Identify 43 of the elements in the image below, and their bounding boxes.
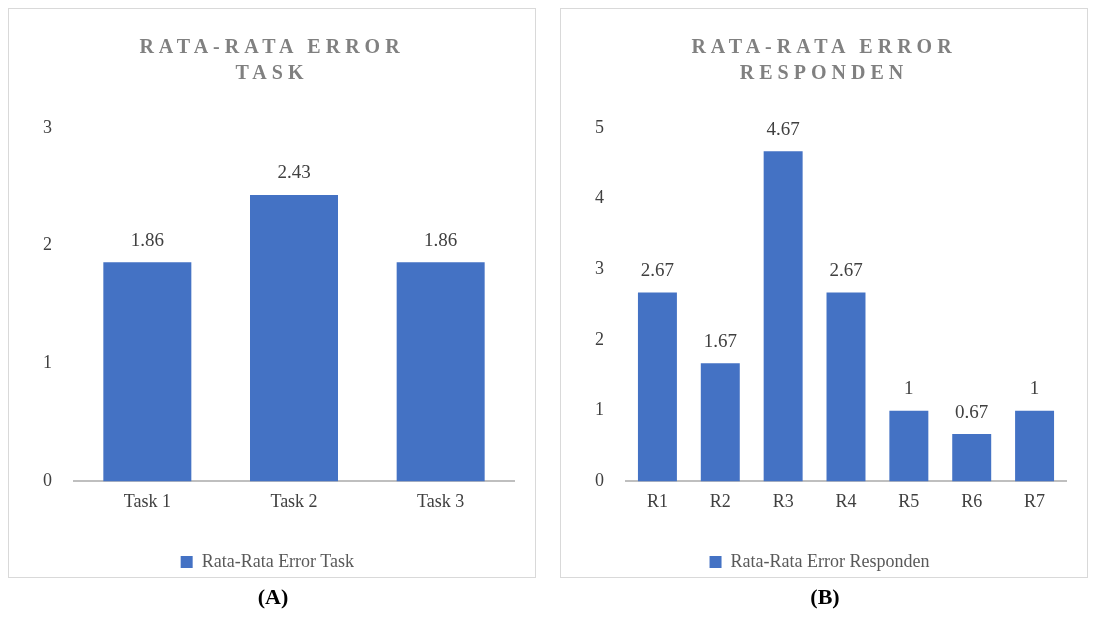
y-tick-label: 1 <box>43 352 52 373</box>
y-tick-label: 4 <box>595 187 604 208</box>
data-label: 1 <box>1029 377 1040 399</box>
data-label: 4.67 <box>766 117 800 139</box>
data-label: 2.67 <box>829 259 863 281</box>
x-tick-label: R1 <box>646 490 668 511</box>
bar <box>889 410 929 482</box>
data-label: 1 <box>904 377 914 399</box>
bar <box>763 151 803 482</box>
x-tick-label: R3 <box>772 490 794 511</box>
y-tick-label: 0 <box>595 470 604 491</box>
y-tick-label: 3 <box>595 257 604 278</box>
legend-label: Rata-Rata Error Task <box>201 550 355 571</box>
bar <box>952 434 992 482</box>
bar <box>637 292 677 482</box>
x-tick-label: R7 <box>1024 490 1046 511</box>
x-tick-label: Task 1 <box>123 490 171 511</box>
x-tick-label: R5 <box>898 490 920 511</box>
text: (B) <box>809 584 841 610</box>
y-tick-label: 0 <box>43 470 52 491</box>
data-label: 0.67 <box>955 400 989 422</box>
x-tick-label: Task 3 <box>417 490 465 511</box>
y-tick-label: 5 <box>595 116 604 137</box>
data-label: 1.67 <box>703 329 737 351</box>
legend-label: Rata-Rata Error Responden <box>730 550 930 571</box>
x-tick-label: R4 <box>835 490 857 511</box>
bar <box>700 363 740 482</box>
y-tick-label: 1 <box>595 399 604 420</box>
data-label: 1.86 <box>424 228 458 250</box>
bar <box>1015 410 1055 482</box>
data-label: 2.43 <box>277 161 311 183</box>
data-label: 1.86 <box>130 228 164 250</box>
chart-title: RATA-RATA ERROR TASK <box>138 34 406 85</box>
x-tick-label: R6 <box>961 490 983 511</box>
y-tick-label: 2 <box>43 234 52 255</box>
y-tick-label: 3 <box>43 116 52 137</box>
x-tick-label: R2 <box>709 490 731 511</box>
bar <box>826 292 866 482</box>
data-label: 2.67 <box>640 259 675 281</box>
y-tick-label: 2 <box>595 328 604 349</box>
chart-title: RATA-RATA ERROR RESPONDEN <box>690 34 958 85</box>
text: (A) <box>256 584 290 610</box>
x-tick-label: Task 2 <box>270 490 318 511</box>
